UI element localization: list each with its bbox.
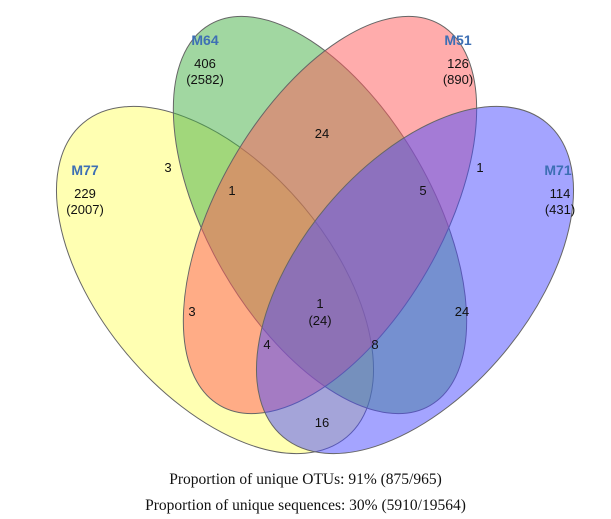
unique-count-m51: 126 <box>447 56 469 71</box>
unique-count-m64: 406 <box>194 56 216 71</box>
region-m77-m64-m51: 1 <box>228 183 235 198</box>
ellipse-m71 <box>255 105 575 455</box>
region-m64-m51: 24 <box>315 126 329 141</box>
set-label-m77: M77 <box>71 162 98 178</box>
venn-diagram: M64 M51 M77 M71 406 (2582) 126 (890) 229… <box>55 15 575 455</box>
region-m77-m51: 3 <box>188 304 195 319</box>
unique-seqs-m51: (890) <box>443 72 473 87</box>
unique-count-m77: 229 <box>74 186 96 201</box>
region-all-four: 1 <box>316 296 323 311</box>
region-m77-m51-m71: 4 <box>263 337 270 352</box>
caption-otus: Proportion of unique OTUs: 91% (875/965) <box>169 471 442 488</box>
set-label-m64: M64 <box>191 32 218 48</box>
set-label-m71: M71 <box>544 162 571 178</box>
caption-sequences: Proportion of unique sequences: 30% (591… <box>145 497 466 514</box>
unique-seqs-m64: (2582) <box>186 72 224 87</box>
region-m64-m51-m71: 5 <box>419 183 426 198</box>
set-label-m51: M51 <box>444 32 471 48</box>
region-m77-m64: 3 <box>164 160 171 175</box>
region-all-four-seqs: (24) <box>308 313 331 328</box>
region-m77-m71: 16 <box>315 415 329 430</box>
unique-seqs-m77: (2007) <box>66 202 104 217</box>
unique-seqs-m71: (431) <box>545 202 575 217</box>
unique-count-m71: 114 <box>550 186 571 201</box>
region-m51-m71: 1 <box>476 160 483 175</box>
region-m77-m64-m71: 8 <box>371 337 378 352</box>
region-m64-m71: 24 <box>455 304 469 319</box>
